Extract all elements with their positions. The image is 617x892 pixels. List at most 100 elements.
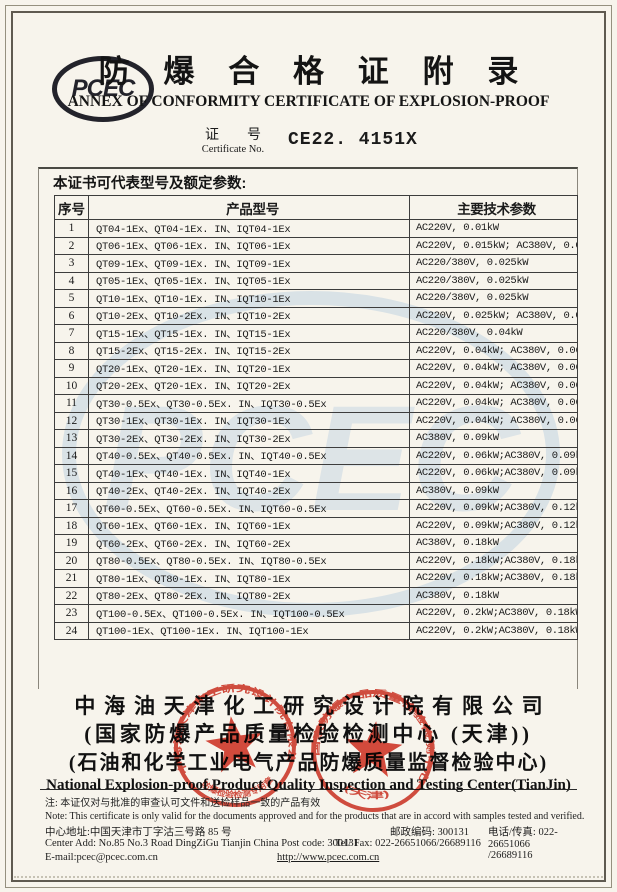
row-index: 2: [54, 236, 89, 255]
row-model: QT06-1Ex、QT06-1Ex. IN、IQT06-1Ex: [88, 236, 410, 255]
table-row: 7 QT15-1Ex、QT15-1Ex. IN、IQT15-1Ex AC220/…: [54, 324, 578, 343]
certificate-number: CE22. 4151X: [288, 130, 418, 150]
row-model: QT80-2Ex、QT80-2Ex. IN、IQT80-2Ex: [88, 586, 410, 605]
col-header-index: 序号: [54, 195, 89, 220]
row-index: 12: [54, 411, 89, 430]
row-params: AC220V, 0.2kW;AC380V, 0.18kW: [409, 604, 578, 623]
row-params: AC380V, 0.09kW: [409, 481, 578, 500]
row-index: 7: [54, 324, 89, 343]
table-row: 24 QT100-1Ex、QT100-1Ex. IN、IQT100-1Ex AC…: [54, 621, 578, 640]
address-block: 中心地址:中国天津市丁字沽三号路 85 号 邮政编码: 300131 电话/传真…: [45, 824, 577, 866]
row-index: 15: [54, 464, 89, 483]
row-params: AC220V, 0.06kW;AC380V, 0.09kW: [409, 464, 578, 483]
red-seal-right-icon: 国家防爆产品质量检验检测中心 (天津): [307, 681, 443, 812]
row-model: QT60-1Ex、QT60-1Ex. IN、IQT60-1Ex: [88, 516, 410, 535]
issuer-name-cn-2: (国家防爆产品质量检验检测中心 (天津)): [84, 722, 533, 746]
table-row: 3 QT09-1Ex、QT09-1Ex. IN、IQT09-1Ex AC220/…: [54, 254, 578, 273]
page-title: 防 爆 合 格 证 附 录: [98, 54, 532, 89]
row-params: AC220/380V, 0.025kW: [409, 289, 578, 308]
row-model: QT15-2Ex、QT15-2Ex. IN、IQT15-2Ex: [88, 341, 410, 360]
red-seal-left-icon: 中海油天津化工研究设计院有限公司 防爆检验检测专用章: [164, 675, 301, 807]
address-row-en: Center Add: No.85 No.3 Road DingZiGu Tia…: [45, 838, 577, 852]
row-index: 3: [54, 254, 89, 273]
cert-label-cn: 证 号: [205, 128, 268, 143]
row-index: 23: [54, 604, 89, 623]
row-index: 20: [54, 551, 89, 570]
spec-table: 序号 产品型号 主要技术参数 1 QT04-1Ex、QT04-1Ex. IN、I…: [54, 195, 578, 640]
row-model: QT20-2Ex、QT20-1Ex. IN、IQT20-2Ex: [88, 376, 410, 395]
certificate-number-labels: 证 号 Certificate No.: [198, 128, 268, 156]
center-address-en: Center Add: No.85 No.3 Road DingZiGu Tia…: [45, 838, 359, 849]
spec-table-header-row: 序号 产品型号 主要技术参数: [54, 195, 578, 220]
row-model: QT80-1Ex、QT80-1Ex. IN、IQT80-1Ex: [88, 569, 410, 588]
row-params: AC380V, 0.18kW: [409, 586, 578, 605]
row-params: AC220V, 0.04kW; AC380V, 0.06kW: [409, 411, 578, 430]
row-index: 10: [54, 376, 89, 395]
row-index: 22: [54, 586, 89, 605]
table-row: 13 QT30-2Ex、QT30-2Ex. IN、IQT30-2Ex AC380…: [54, 429, 578, 448]
row-model: QT04-1Ex、QT04-1Ex. IN、IQT04-1Ex: [88, 219, 410, 238]
bottom-divider: [14, 876, 603, 878]
table-intro-text: 本证书可代表型号及额定参数:: [53, 176, 247, 192]
row-index: 17: [54, 499, 89, 518]
table-row: 15 QT40-1Ex、QT40-1Ex. IN、IQT40-1Ex AC220…: [54, 464, 578, 483]
website-link[interactable]: http://www.pcec.com.cn: [277, 852, 380, 863]
note-block: 注: 本证仅对与批准的审查认可文件和送检样品一致的产品有效 Note: This…: [45, 797, 584, 823]
row-model: QT30-0.5Ex、QT30-0.5Ex. IN、IQT30-0.5Ex: [88, 394, 410, 413]
row-params: AC220V, 0.09kW;AC380V, 0.12kW: [409, 516, 578, 535]
row-model: QT09-1Ex、QT09-1Ex. IN、IQT09-1Ex: [88, 254, 410, 273]
row-index: 1: [54, 219, 89, 238]
telfax-cn: 电话/传真: 022-26651066 /26689116: [488, 827, 558, 861]
row-index: 14: [54, 446, 89, 465]
row-params: AC220/380V, 0.04kW: [409, 324, 578, 343]
row-params: AC220V, 0.06kW;AC380V, 0.09kW: [409, 446, 578, 465]
table-row: 17 QT60-0.5Ex、QT60-0.5Ex. IN、IQT60-0.5Ex…: [54, 499, 578, 518]
col-header-params: 主要技术参数: [409, 195, 578, 220]
row-model: QT80-0.5Ex、QT80-0.5Ex. IN、IQT80-0.5Ex: [88, 551, 410, 570]
center-address-cn: 中心地址:中国天津市丁字沽三号路 85 号: [45, 827, 232, 838]
postcode-cn: 邮政编码: 300131: [390, 827, 470, 838]
row-index: 13: [54, 429, 89, 448]
row-params: AC220/380V, 0.025kW: [409, 254, 578, 273]
row-model: QT100-0.5Ex、QT100-0.5Ex. IN、IQT100-0.5Ex: [88, 604, 410, 623]
row-params: AC220V, 0.04kW; AC380V, 0.06kW: [409, 341, 578, 360]
spec-section: 本证书可代表型号及额定参数: 序号 产品型号 主要技术参数 1 QT04-1Ex…: [38, 167, 578, 689]
row-params: AC220V, 0.2kW;AC380V, 0.18kW: [409, 621, 578, 640]
table-row: 22 QT80-2Ex、QT80-2Ex. IN、IQT80-2Ex AC380…: [54, 586, 578, 605]
table-row: 1 QT04-1Ex、QT04-1Ex. IN、IQT04-1Ex AC220V…: [54, 219, 578, 238]
note-cn: 注: 本证仅对与批准的审查认可文件和送检样品一致的产品有效: [45, 798, 321, 809]
row-params: AC220V, 0.04kW; AC380V, 0.06kW: [409, 394, 578, 413]
row-params: AC220V, 0.04kW; AC380V, 0.06kW: [409, 359, 578, 378]
row-model: QT30-1Ex、QT30-1Ex. IN、IQT30-1Ex: [88, 411, 410, 430]
row-params: AC220V, 0.09kW;AC380V, 0.12kW: [409, 499, 578, 518]
table-row: 9 QT20-1Ex、QT20-1Ex. IN、IQT20-1Ex AC220V…: [54, 359, 578, 378]
table-row: 10 QT20-2Ex、QT20-1Ex. IN、IQT20-2Ex AC220…: [54, 376, 578, 395]
table-row: 19 QT60-2Ex、QT60-2Ex. IN、IQT60-2Ex AC380…: [54, 534, 578, 553]
row-params: AC380V, 0.09kW: [409, 429, 578, 448]
table-row: 20 QT80-0.5Ex、QT80-0.5Ex. IN、IQT80-0.5Ex…: [54, 551, 578, 570]
cert-label-en: Certificate No.: [201, 144, 265, 155]
row-params: AC380V, 0.18kW: [409, 534, 578, 553]
table-row: 6 QT10-2Ex、QT10-2Ex. IN、IQT10-2Ex AC220V…: [54, 306, 578, 325]
issuer-underline: [40, 789, 577, 790]
row-model: QT60-2Ex、QT60-2Ex. IN、IQT60-2Ex: [88, 534, 410, 553]
row-model: QT60-0.5Ex、QT60-0.5Ex. IN、IQT60-0.5Ex: [88, 499, 410, 518]
spec-table-body: 1 QT04-1Ex、QT04-1Ex. IN、IQT04-1Ex AC220V…: [54, 219, 578, 640]
table-row: 11 QT30-0.5Ex、QT30-0.5Ex. IN、IQT30-0.5Ex…: [54, 394, 578, 413]
row-params: AC220V, 0.025kW; AC380V, 0.04kW: [409, 306, 578, 325]
table-row: 21 QT80-1Ex、QT80-1Ex. IN、IQT80-1Ex AC220…: [54, 569, 578, 588]
row-index: 6: [54, 306, 89, 325]
table-row: 4 QT05-1Ex、QT05-1Ex. IN、IQT05-1Ex AC220/…: [54, 271, 578, 290]
seal-star-icon: [205, 716, 262, 773]
table-row: 12 QT30-1Ex、QT30-1Ex. IN、IQT30-1Ex AC220…: [54, 411, 578, 430]
row-model: QT10-2Ex、QT10-2Ex. IN、IQT10-2Ex: [88, 306, 410, 325]
row-index: 24: [54, 621, 89, 640]
email-link[interactable]: E-mail:pcec@pcec.com.cn: [45, 852, 158, 863]
col-header-model: 产品型号: [88, 195, 410, 220]
note-en: Note: This certificate is only valid for…: [45, 811, 585, 822]
issuer-name-cn-3: (石油和化学工业电气产品防爆质量监督检验中心): [68, 752, 549, 774]
table-row: 18 QT60-1Ex、QT60-1Ex. IN、IQT60-1Ex AC220…: [54, 516, 578, 535]
row-params: AC220V, 0.04kW; AC380V, 0.06kW: [409, 376, 578, 395]
row-model: QT40-0.5Ex、QT40-0.5Ex. IN、IQT40-0.5Ex: [88, 446, 410, 465]
certificate-number-block: 证 号 Certificate No. CE22. 4151X: [198, 128, 418, 156]
